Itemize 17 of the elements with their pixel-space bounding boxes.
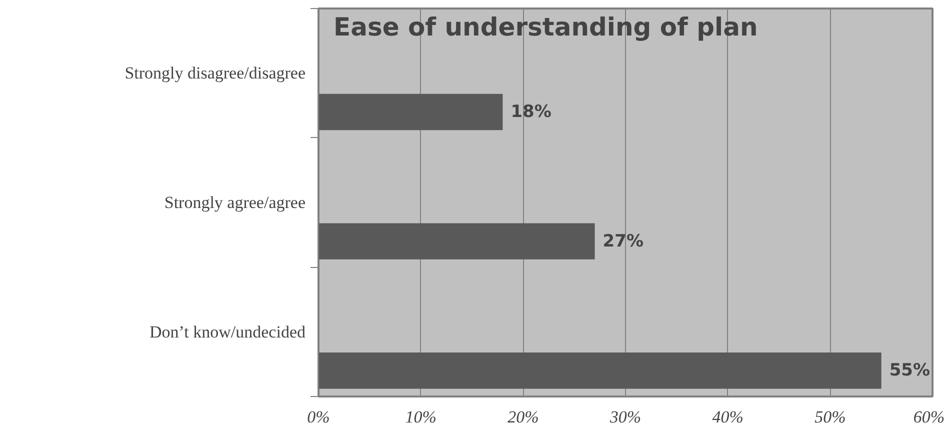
x-tick-label: 60% <box>913 408 944 426</box>
data-label: 18% <box>510 102 552 122</box>
x-tick-label: 0% <box>307 408 330 426</box>
x-tick-label: 50% <box>814 408 846 426</box>
data-label: 55% <box>889 360 930 381</box>
x-tick-label: 40% <box>712 408 744 426</box>
x-tick-label: 10% <box>405 408 436 426</box>
y-tick-label: Strongly disagree/disagree <box>124 64 306 83</box>
x-tick-label: 30% <box>608 408 642 426</box>
bar <box>318 352 882 389</box>
data-label: 27% <box>602 231 644 252</box>
y-tick-label: Don’t know/undecided <box>150 322 306 342</box>
bar <box>318 94 503 130</box>
chart-title: Ease of understanding of plan <box>334 12 758 42</box>
bar <box>318 223 595 260</box>
y-tick-label: Strongly agree/agree <box>164 193 306 212</box>
x-tick-label: 20% <box>508 408 539 426</box>
